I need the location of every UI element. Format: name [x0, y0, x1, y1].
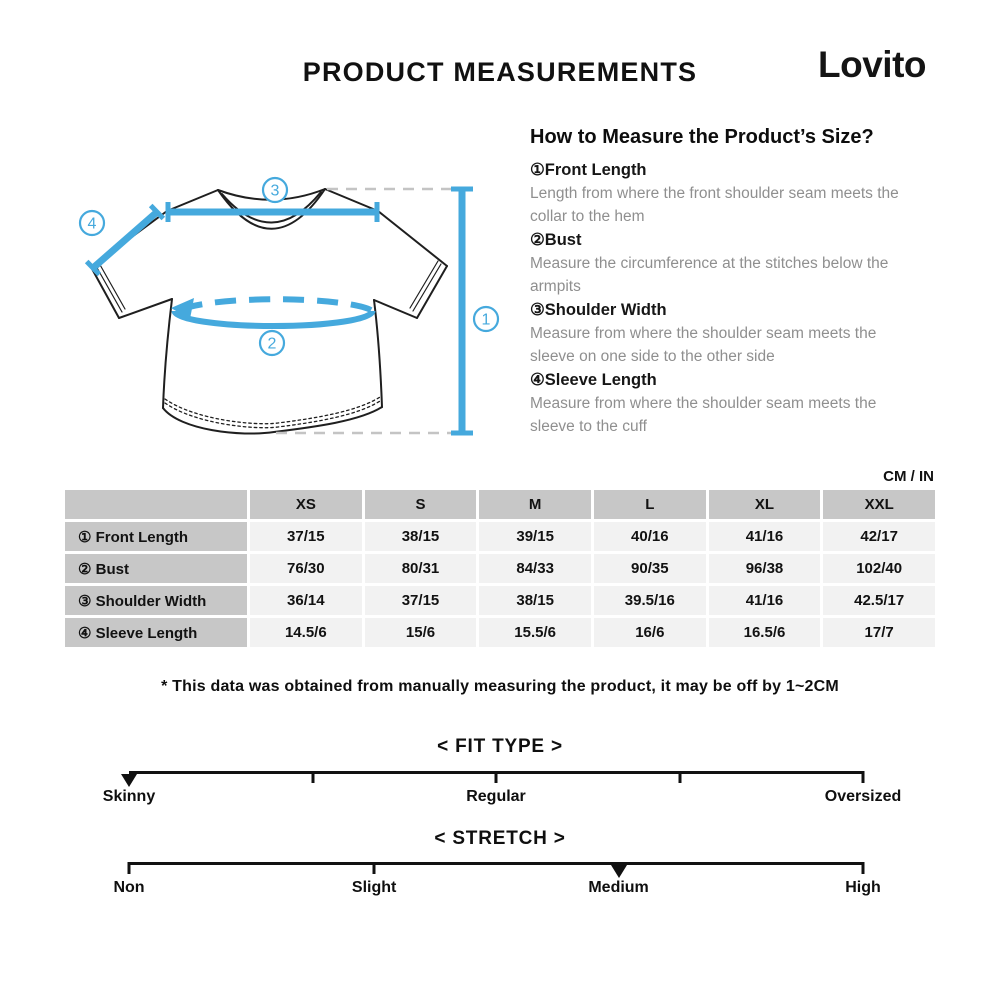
- size-table: XS S M L XL XXL ① Front Length 37/15 38/…: [65, 490, 935, 647]
- how-to-item-shoulder-width: ③Shoulder Width Measure from where the s…: [530, 298, 922, 368]
- table-row-label: ② Bust: [65, 554, 247, 583]
- table-cell: 76/30: [250, 554, 362, 583]
- stretch-label-non: Non: [113, 879, 145, 896]
- table-cell: 41/16: [708, 522, 821, 551]
- sleeve-length-line: [90, 209, 160, 271]
- table-cell: 15.5/6: [479, 618, 591, 647]
- fit-scale-tick: [311, 771, 314, 783]
- marker-number-front-length: 1: [482, 312, 491, 329]
- table-col-header: XL: [708, 490, 821, 519]
- table-col-header: XS: [250, 490, 362, 519]
- measurement-lines: [84, 186, 473, 436]
- fit-label-oversized: Oversized: [824, 788, 902, 805]
- stretch-title: < STRETCH >: [434, 828, 566, 849]
- fit-marker-triangle-icon: [121, 774, 137, 787]
- how-to-item-label: ③Shoulder Width: [530, 301, 667, 319]
- table-cell: 42/17: [823, 522, 935, 551]
- table-col-header: M: [479, 490, 591, 519]
- table-col-header: XXL: [823, 490, 935, 519]
- page-title: PRODUCT MEASUREMENTS: [302, 57, 698, 87]
- stretch-label-medium: Medium: [588, 879, 649, 896]
- stretch-scale-line: [129, 862, 863, 865]
- how-to-item-front-length: ①Front Length Length from where the fron…: [530, 158, 922, 228]
- brand-logo: Lovito: [818, 44, 926, 85]
- table-cell: 40/16: [593, 522, 706, 551]
- table-cell: 80/31: [364, 554, 477, 583]
- how-to-item-sleeve-length: ④Sleeve Length Measure from where the sh…: [530, 368, 922, 438]
- how-to-item-label: ②Bust: [530, 231, 582, 249]
- fit-label-skinny: Skinny: [102, 788, 156, 805]
- how-to-item-label: ④Sleeve Length: [530, 371, 657, 389]
- marker-circle-bust: [258, 329, 286, 357]
- table-cell: 15/6: [364, 618, 477, 647]
- marker-number-sleeve: 4: [88, 216, 97, 233]
- how-to-heading: How to Measure the Product’s Size?: [530, 126, 874, 148]
- table-cell: 90/35: [593, 554, 706, 583]
- table-col-header: S: [364, 490, 477, 519]
- stretch-label-high: High: [845, 879, 881, 896]
- unit-label: CM / IN: [883, 468, 934, 485]
- table-cell: 84/33: [479, 554, 591, 583]
- diagram-markers: 3 4 2 1: [78, 176, 500, 357]
- table-cell: 42.5/17: [823, 586, 935, 615]
- table-cell: 38/15: [364, 522, 477, 551]
- disclaimer-note: * This data was obtained from manually m…: [161, 678, 839, 695]
- stretch-label-slight: Slight: [351, 879, 397, 896]
- table-cell: 96/38: [708, 554, 821, 583]
- table-cell: 37/15: [250, 522, 362, 551]
- bust-ellipse-solid: [171, 310, 376, 329]
- stretch-scale-tick: [127, 862, 131, 874]
- table-cell: 16/6: [593, 618, 706, 647]
- tshirt-measurement-diagram: 3 4 2 1: [78, 176, 500, 436]
- bust-ellipse-dashed: [180, 296, 375, 314]
- table-col-header: L: [593, 490, 706, 519]
- how-to-item-desc: Measure from where the shoulder seam mee…: [530, 325, 877, 365]
- marker-number-bust: 2: [268, 336, 277, 353]
- fit-scale-tick: [678, 771, 681, 783]
- fit-type-scale: Skinny Regular Oversized: [103, 771, 901, 813]
- table-cell: 37/15: [364, 586, 477, 615]
- guide-dashed-lines: [276, 187, 452, 435]
- table-cell: 41/16: [708, 586, 821, 615]
- marker-number-shoulder: 3: [271, 183, 280, 200]
- table-cell: 39/15: [479, 522, 591, 551]
- tshirt-outline: [90, 188, 448, 435]
- stretch-marker-triangle-icon: [610, 865, 627, 878]
- marker-circle-shoulder: [261, 176, 289, 204]
- table-cell: 38/15: [479, 586, 591, 615]
- how-to-item-label: ①Front Length: [530, 161, 647, 179]
- fit-scale-tick: [494, 771, 498, 783]
- how-to-item-bust: ②Bust Measure the circumference at the s…: [530, 228, 922, 298]
- table-cell: 14.5/6: [250, 618, 362, 647]
- stretch-scale-tick: [861, 862, 865, 874]
- stretch-scale-tick: [372, 862, 376, 874]
- marker-circle-front-length: [472, 305, 500, 333]
- fit-scale-tick: [861, 771, 865, 783]
- table-row-label: ① Front Length: [65, 522, 247, 551]
- bust-arrowhead: [171, 298, 194, 319]
- table-row-label: ④ Sleeve Length: [65, 618, 247, 647]
- how-to-item-desc: Measure the circumference at the stitche…: [530, 255, 889, 295]
- table-cell: 102/40: [823, 554, 935, 583]
- fit-type-title: < FIT TYPE >: [437, 736, 563, 757]
- how-to-item-desc: Measure from where the shoulder seam mee…: [530, 395, 877, 435]
- how-to-item-desc: Length from where the front shoulder sea…: [530, 185, 899, 225]
- table-cell: 17/7: [823, 618, 935, 647]
- table-cell: 39.5/16: [593, 586, 706, 615]
- table-cell: 36/14: [250, 586, 362, 615]
- fit-label-regular: Regular: [466, 788, 526, 805]
- table-row-label: ③ Shoulder Width: [65, 586, 247, 615]
- table-corner-cell: [65, 490, 247, 519]
- marker-circle-sleeve: [78, 209, 106, 237]
- table-cell: 16.5/6: [708, 618, 821, 647]
- stretch-scale: Non Slight Medium High: [113, 862, 881, 904]
- hem-stitching: [164, 396, 381, 429]
- how-to-measure-section: How to Measure the Product’s Size? ①Fron…: [530, 124, 922, 438]
